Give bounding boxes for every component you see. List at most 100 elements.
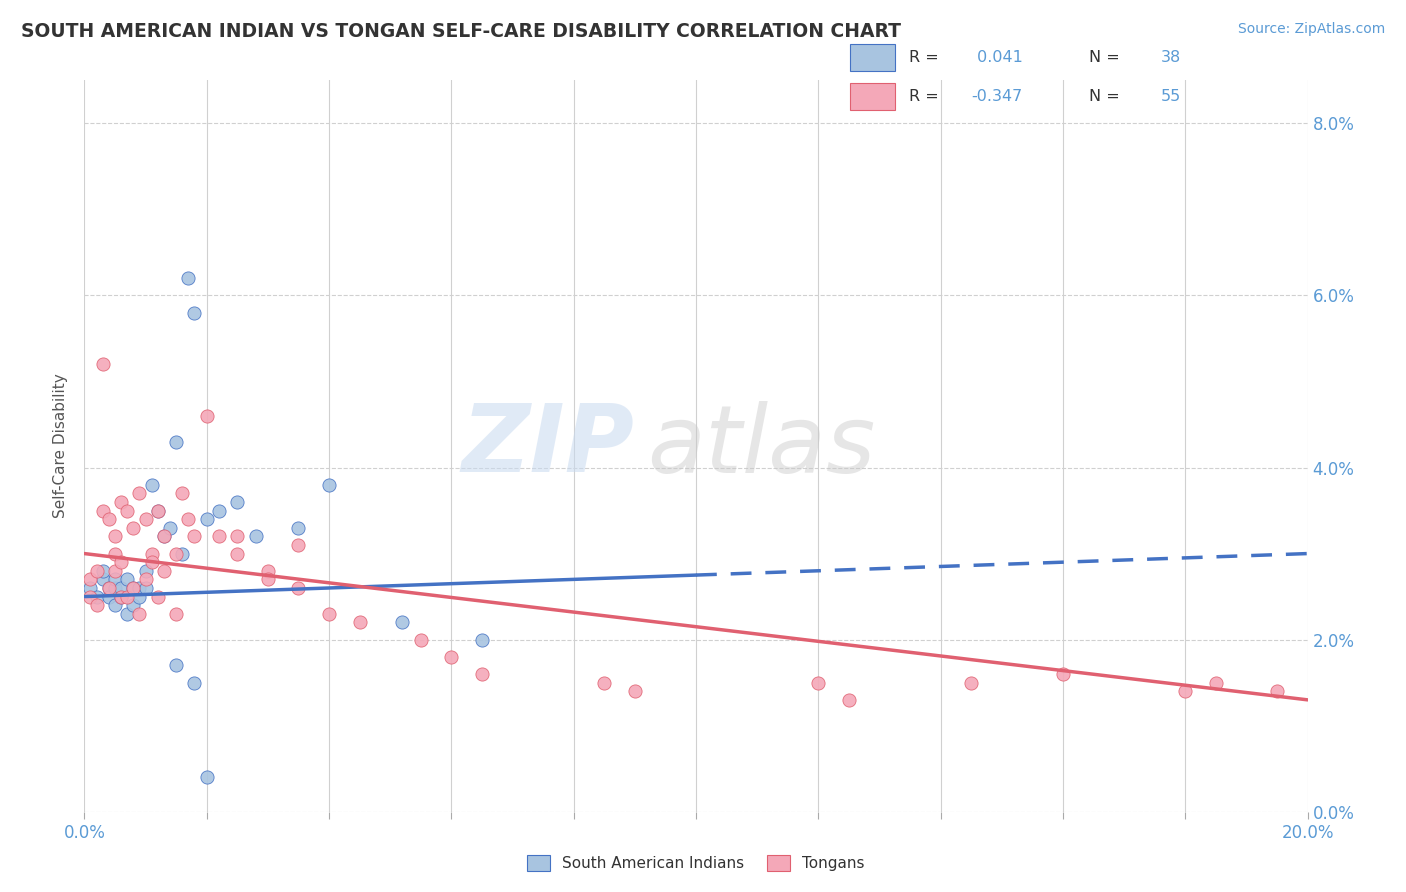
Point xyxy=(183,529,205,543)
Point xyxy=(226,547,249,561)
Point xyxy=(110,590,132,604)
Point xyxy=(183,675,205,690)
Point xyxy=(86,590,108,604)
Point xyxy=(440,649,463,664)
Point xyxy=(153,529,176,543)
Point xyxy=(135,573,157,587)
Point xyxy=(146,590,169,604)
Point xyxy=(128,581,150,595)
Point xyxy=(195,512,218,526)
Point xyxy=(91,573,114,587)
FancyBboxPatch shape xyxy=(851,83,896,111)
Point xyxy=(1174,684,1197,698)
Text: SOUTH AMERICAN INDIAN VS TONGAN SELF-CARE DISABILITY CORRELATION CHART: SOUTH AMERICAN INDIAN VS TONGAN SELF-CAR… xyxy=(21,22,901,41)
Point xyxy=(195,409,218,423)
Point xyxy=(287,538,309,552)
Point xyxy=(91,503,114,517)
Point xyxy=(97,581,120,595)
Point xyxy=(1052,667,1074,681)
Point xyxy=(128,486,150,500)
Point xyxy=(409,632,432,647)
Point xyxy=(91,564,114,578)
Text: N =: N = xyxy=(1088,50,1125,65)
Point xyxy=(97,581,120,595)
Text: Source: ZipAtlas.com: Source: ZipAtlas.com xyxy=(1237,22,1385,37)
Point xyxy=(110,590,132,604)
Point xyxy=(593,675,616,690)
Point xyxy=(471,667,494,681)
Point xyxy=(128,607,150,621)
Point xyxy=(960,675,983,690)
Point xyxy=(141,547,163,561)
Point xyxy=(165,607,187,621)
Point xyxy=(165,547,187,561)
Text: 0.041: 0.041 xyxy=(972,50,1022,65)
Point xyxy=(257,564,280,578)
Point xyxy=(122,581,145,595)
Point xyxy=(1205,675,1227,690)
Point xyxy=(183,305,205,319)
Point xyxy=(287,581,309,595)
Point xyxy=(349,615,371,630)
Point xyxy=(624,684,647,698)
Point xyxy=(104,598,127,612)
Point xyxy=(115,503,138,517)
Text: -0.347: -0.347 xyxy=(972,89,1022,104)
Point xyxy=(177,271,200,285)
Point xyxy=(86,598,108,612)
Point xyxy=(86,564,108,578)
Point xyxy=(177,512,200,526)
Point xyxy=(245,529,267,543)
Text: R =: R = xyxy=(908,50,943,65)
FancyBboxPatch shape xyxy=(851,45,896,71)
Point xyxy=(141,477,163,491)
Point xyxy=(257,573,280,587)
Point xyxy=(128,590,150,604)
Point xyxy=(122,521,145,535)
Point xyxy=(159,521,181,535)
Point xyxy=(146,503,169,517)
Point xyxy=(115,590,138,604)
Point xyxy=(153,529,176,543)
Text: atlas: atlas xyxy=(647,401,876,491)
Text: R =: R = xyxy=(908,89,943,104)
Point xyxy=(471,632,494,647)
Point xyxy=(122,581,145,595)
Point xyxy=(226,529,249,543)
Point xyxy=(153,564,176,578)
Point xyxy=(122,598,145,612)
Point xyxy=(79,590,101,604)
Point xyxy=(135,581,157,595)
Point xyxy=(97,590,120,604)
Text: N =: N = xyxy=(1088,89,1125,104)
Text: ZIP: ZIP xyxy=(463,400,636,492)
Y-axis label: Self-Care Disability: Self-Care Disability xyxy=(53,374,69,518)
Point xyxy=(135,512,157,526)
Point xyxy=(165,658,187,673)
Point xyxy=(97,512,120,526)
Point xyxy=(208,529,231,543)
Point xyxy=(79,581,101,595)
Point xyxy=(287,521,309,535)
Point xyxy=(318,477,340,491)
Point xyxy=(91,357,114,371)
Point xyxy=(104,573,127,587)
Point xyxy=(172,547,194,561)
Point xyxy=(141,555,163,569)
Point xyxy=(1265,684,1288,698)
Point xyxy=(208,503,231,517)
Point xyxy=(226,495,249,509)
Point xyxy=(79,573,101,587)
Point xyxy=(807,675,830,690)
Point xyxy=(135,564,157,578)
Point xyxy=(115,573,138,587)
Point xyxy=(110,581,132,595)
Point xyxy=(110,555,132,569)
Point xyxy=(104,564,127,578)
Point xyxy=(104,581,127,595)
Point xyxy=(115,607,138,621)
Point xyxy=(391,615,413,630)
Point xyxy=(838,693,860,707)
Text: 38: 38 xyxy=(1160,50,1181,65)
Point xyxy=(110,495,132,509)
